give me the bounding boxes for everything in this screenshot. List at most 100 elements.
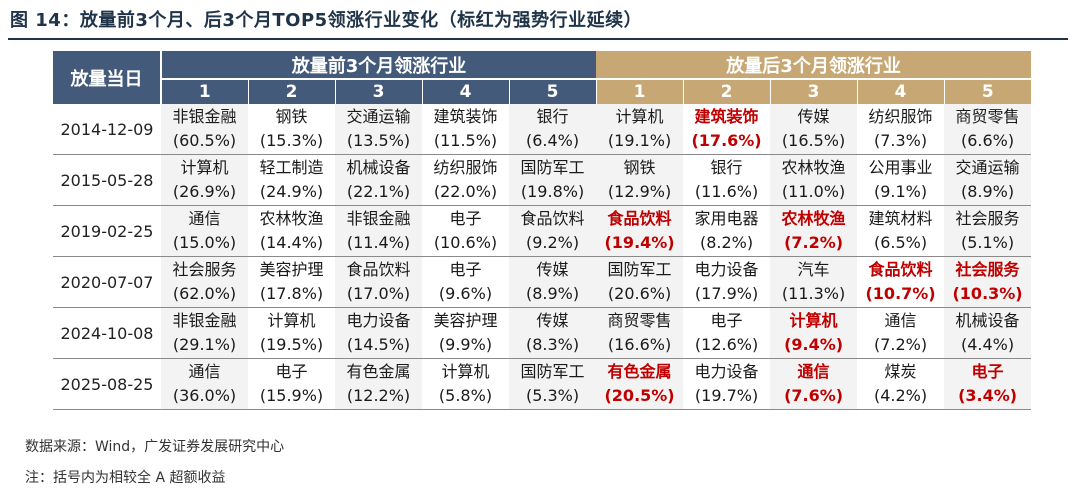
before-sector-cell: 美容护理 (17.8%) bbox=[248, 256, 335, 308]
before-sector-cell: 农林牧渔 (14.4%) bbox=[248, 205, 335, 257]
before-sector-cell: 建筑装饰 (11.5%) bbox=[422, 104, 509, 155]
before-rank-2-header: 2 bbox=[247, 79, 335, 104]
after-sector-cell: 交通运输 (8.9%) bbox=[944, 154, 1032, 206]
excess-return: (12.6%) bbox=[694, 335, 759, 354]
excess-return: (5.8%) bbox=[438, 386, 493, 405]
sector-name: 商贸零售 bbox=[607, 311, 672, 330]
sector-name: 电子 bbox=[449, 209, 482, 228]
sector-name: 机械设备 bbox=[955, 311, 1020, 330]
after-sector-cell: 农林牧渔 (7.2%) bbox=[770, 205, 858, 257]
after-sector-cell: 机械设备 (4.4%) bbox=[944, 307, 1032, 359]
excess-return: (29.1%) bbox=[172, 335, 237, 354]
sector-name: 家用电器 bbox=[694, 209, 759, 228]
sector-name: 交通运输 bbox=[346, 107, 411, 126]
after-sector-cell: 国防军工 (20.6%) bbox=[596, 256, 684, 308]
after-sector-cell: 钢铁 (12.9%) bbox=[596, 154, 684, 206]
after-rank-1-header: 1 bbox=[595, 79, 684, 104]
before-sector-cell: 银行 (6.4%) bbox=[509, 104, 597, 155]
before-sector-cell: 计算机 (5.8%) bbox=[422, 358, 509, 410]
row-date: 2025-08-25 bbox=[53, 358, 161, 410]
after-sector-cell: 计算机 (9.4%) bbox=[770, 307, 858, 359]
footnote: 注：括号内为相较全 A 超额收益 bbox=[25, 470, 226, 486]
before-sector-cell: 美容护理 (9.9%) bbox=[422, 307, 509, 359]
after-sector-cell: 家用电器 (8.2%) bbox=[683, 205, 771, 257]
excess-return: (8.9%) bbox=[960, 182, 1015, 201]
before-sector-cell: 电子 (15.9%) bbox=[248, 358, 335, 410]
sector-name: 农林牧渔 bbox=[781, 209, 846, 228]
excess-return: (24.9%) bbox=[259, 182, 324, 201]
table-row: 2014-12-09 非银金融 (60.5%) 钢铁 (15.3%) 交通运输 (13.5%… bbox=[53, 104, 1032, 155]
excess-return: (12.2%) bbox=[346, 386, 411, 405]
after-sector-cell: 电力设备 (19.7%) bbox=[683, 358, 771, 410]
excess-return: (19.8%) bbox=[520, 182, 585, 201]
sector-name: 计算机 bbox=[615, 107, 664, 126]
before-rank-5-header: 5 bbox=[508, 79, 597, 104]
after-rank-2-header: 2 bbox=[682, 79, 771, 104]
sector-name: 机械设备 bbox=[346, 158, 411, 177]
sector-name: 通信 bbox=[797, 362, 830, 381]
sector-name: 轻工制造 bbox=[259, 158, 324, 177]
excess-return: (12.9%) bbox=[607, 182, 672, 201]
after-sector-cell: 纺织服饰 (7.3%) bbox=[857, 104, 945, 155]
after-rank-4-header: 4 bbox=[856, 79, 945, 104]
excess-return: (20.5%) bbox=[604, 386, 675, 405]
sector-name: 社会服务 bbox=[955, 209, 1020, 228]
before-sector-cell: 纺织服饰 (22.0%) bbox=[422, 154, 509, 206]
sector-name: 国防军工 bbox=[520, 362, 585, 381]
before-group-header: 放量前3个月领涨行业 bbox=[161, 51, 597, 80]
sector-name: 纺织服饰 bbox=[433, 158, 498, 177]
sector-name: 计算机 bbox=[267, 311, 316, 330]
before-sector-cell: 非银金融 (29.1%) bbox=[161, 307, 248, 359]
excess-return: (14.5%) bbox=[346, 335, 411, 354]
excess-return: (15.3%) bbox=[259, 131, 324, 150]
after-sector-cell: 通信 (7.2%) bbox=[857, 307, 945, 359]
before-sector-cell: 传媒 (8.3%) bbox=[509, 307, 597, 359]
excess-return: (11.0%) bbox=[781, 182, 846, 201]
before-sector-cell: 传媒 (8.9%) bbox=[509, 256, 597, 308]
excess-return: (5.1%) bbox=[960, 233, 1015, 252]
row-date: 2020-07-07 bbox=[53, 256, 161, 308]
before-sector-cell: 非银金融 (11.4%) bbox=[335, 205, 422, 257]
before-sector-cell: 社会服务 (62.0%) bbox=[161, 256, 248, 308]
after-sector-cell: 农林牧渔 (11.0%) bbox=[770, 154, 858, 206]
sector-name: 银行 bbox=[536, 107, 569, 126]
before-sector-cell: 通信 (15.0%) bbox=[161, 205, 248, 257]
date-column-header: 放量当日 bbox=[53, 51, 162, 104]
before-sector-cell: 电子 (10.6%) bbox=[422, 205, 509, 257]
before-sector-cell: 国防军工 (19.8%) bbox=[509, 154, 597, 206]
table-body: 2014-12-09 非银金融 (60.5%) 钢铁 (15.3%) 交通运输 (13.5%… bbox=[53, 104, 1032, 410]
sector-name: 计算机 bbox=[789, 311, 838, 330]
excess-return: (7.2%) bbox=[873, 335, 928, 354]
after-sector-cell: 传媒 (16.5%) bbox=[770, 104, 858, 155]
sector-name: 非银金融 bbox=[346, 209, 411, 228]
excess-return: (6.6%) bbox=[960, 131, 1015, 150]
sector-name: 钢铁 bbox=[623, 158, 656, 177]
excess-return: (8.2%) bbox=[699, 233, 754, 252]
after-sector-cell: 建筑装饰 (17.6%) bbox=[683, 104, 771, 155]
excess-return: (9.1%) bbox=[873, 182, 928, 201]
after-sector-cell: 计算机 (19.1%) bbox=[596, 104, 684, 155]
excess-return: (19.1%) bbox=[607, 131, 672, 150]
excess-return: (19.4%) bbox=[604, 233, 675, 252]
after-sector-cell: 电力设备 (17.9%) bbox=[683, 256, 771, 308]
sector-name: 通信 bbox=[188, 209, 221, 228]
excess-return: (14.4%) bbox=[259, 233, 324, 252]
before-rank-4-header: 4 bbox=[421, 79, 509, 104]
excess-return: (11.6%) bbox=[694, 182, 759, 201]
excess-return: (8.9%) bbox=[525, 284, 580, 303]
sector-name: 建筑装饰 bbox=[694, 107, 759, 126]
after-sector-cell: 煤炭 (4.2%) bbox=[857, 358, 945, 410]
excess-return: (6.4%) bbox=[525, 131, 580, 150]
excess-return: (7.3%) bbox=[873, 131, 928, 150]
after-sector-cell: 电子 (12.6%) bbox=[683, 307, 771, 359]
before-sector-cell: 通信 (36.0%) bbox=[161, 358, 248, 410]
sector-name: 商贸零售 bbox=[955, 107, 1020, 126]
excess-return: (7.2%) bbox=[784, 233, 844, 252]
after-sector-cell: 食品饮料 (19.4%) bbox=[596, 205, 684, 257]
excess-return: (11.4%) bbox=[346, 233, 411, 252]
sector-name: 电力设备 bbox=[694, 260, 759, 279]
excess-return: (9.4%) bbox=[784, 335, 844, 354]
sector-name: 食品饮料 bbox=[868, 260, 933, 279]
before-sector-cell: 计算机 (26.9%) bbox=[161, 154, 248, 206]
excess-return: (22.1%) bbox=[346, 182, 411, 201]
